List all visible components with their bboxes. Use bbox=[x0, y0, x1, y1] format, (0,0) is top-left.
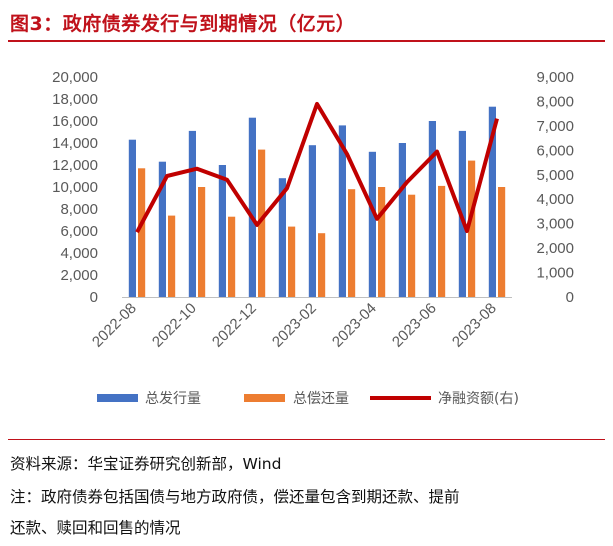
issuance-bar bbox=[428, 121, 436, 297]
footnote-line-2: 还款、赎回和回售的情况 bbox=[10, 519, 181, 537]
legend-issuance-swatch bbox=[97, 394, 138, 402]
issuance-bar bbox=[368, 151, 376, 297]
issuance-bar bbox=[308, 145, 316, 297]
legend-repayment-label: 总偿还量 bbox=[293, 391, 349, 407]
footnote-line-1: 注：政府债券包括国债与地方政府债，偿还量包含到期还款、提前 bbox=[10, 488, 460, 506]
y-left-tick-label: 14,000 bbox=[52, 135, 98, 152]
figure-title: 图3：政府债券发行与到期情况（亿元） bbox=[10, 13, 356, 35]
y-left-tick-label: 0 bbox=[90, 289, 98, 306]
title-divider bbox=[8, 40, 605, 42]
y-left-tick-label: 6,000 bbox=[60, 223, 98, 240]
y-left-tick-label: 16,000 bbox=[52, 113, 98, 130]
repayment-bar bbox=[258, 149, 266, 297]
repayment-bar bbox=[318, 233, 326, 297]
source-note: 资料来源：华宝证券研究创新部，Wind bbox=[10, 455, 282, 473]
repayment-bar bbox=[348, 189, 356, 297]
x-tick-label: 2023-06 bbox=[389, 300, 440, 351]
legend-issuance-label: 总发行量 bbox=[145, 391, 201, 407]
legend-net-financing-label: 净融资额(右) bbox=[438, 391, 519, 407]
y-right-tick-label: 8,000 bbox=[536, 93, 574, 110]
y-right-tick-label: 5,000 bbox=[536, 167, 574, 184]
y-right-tick-label: 0 bbox=[566, 289, 574, 306]
repayment-bar bbox=[408, 194, 416, 297]
y-left-tick-label: 18,000 bbox=[52, 91, 98, 108]
x-tick-label: 2023-04 bbox=[329, 300, 380, 351]
y-left-tick-label: 10,000 bbox=[52, 179, 98, 196]
notes-divider bbox=[8, 439, 605, 440]
repayment-bar bbox=[228, 216, 236, 297]
x-tick-label: 2022-12 bbox=[209, 300, 260, 351]
repayment-bar bbox=[468, 160, 476, 297]
bond-issuance-chart: 0 2,000 4,000 6,000 8,000 10,000 12,000 14,000 1… bbox=[52, 69, 574, 407]
y-left-tick-label: 8,000 bbox=[60, 201, 98, 218]
x-tick-label: 2022-10 bbox=[149, 300, 200, 351]
net-financing-line bbox=[135, 101, 499, 234]
repayment-bar bbox=[288, 226, 296, 297]
issuance-bar bbox=[188, 130, 196, 297]
legend-repayment-swatch bbox=[244, 394, 285, 402]
y-right-tick-label: 9,000 bbox=[536, 69, 574, 86]
issuance-bar bbox=[398, 143, 406, 297]
y-right-tick-label: 2,000 bbox=[536, 240, 574, 257]
repayment-bar bbox=[198, 187, 206, 297]
repayment-bar bbox=[138, 168, 146, 297]
repayment-bar bbox=[498, 187, 506, 297]
x-tick-label: 2023-08 bbox=[449, 300, 500, 351]
issuance-bar bbox=[128, 139, 136, 297]
issuance-bar bbox=[218, 165, 226, 297]
y-right-tick-label: 7,000 bbox=[536, 118, 574, 135]
y-left-tick-label: 4,000 bbox=[60, 245, 98, 262]
x-tick-label: 2022-08 bbox=[89, 300, 140, 351]
y-left-tick-label: 20,000 bbox=[52, 69, 98, 86]
issuance-bar bbox=[248, 117, 256, 297]
repayment-bar bbox=[438, 185, 446, 297]
y-right-tick-label: 1,000 bbox=[536, 265, 574, 282]
issuance-bar bbox=[278, 178, 286, 297]
y-right-tick-label: 4,000 bbox=[536, 191, 574, 208]
issuance-bar bbox=[488, 106, 496, 297]
issuance-bar bbox=[158, 161, 166, 297]
y-left-tick-label: 12,000 bbox=[52, 157, 98, 174]
y-left-tick-label: 2,000 bbox=[60, 267, 98, 284]
issuance-bar bbox=[338, 125, 346, 298]
repayment-bar bbox=[168, 215, 176, 297]
y-right-tick-label: 3,000 bbox=[536, 216, 574, 233]
x-tick-label: 2023-02 bbox=[269, 300, 320, 351]
repayment-bar bbox=[378, 187, 386, 297]
y-right-tick-label: 6,000 bbox=[536, 142, 574, 159]
